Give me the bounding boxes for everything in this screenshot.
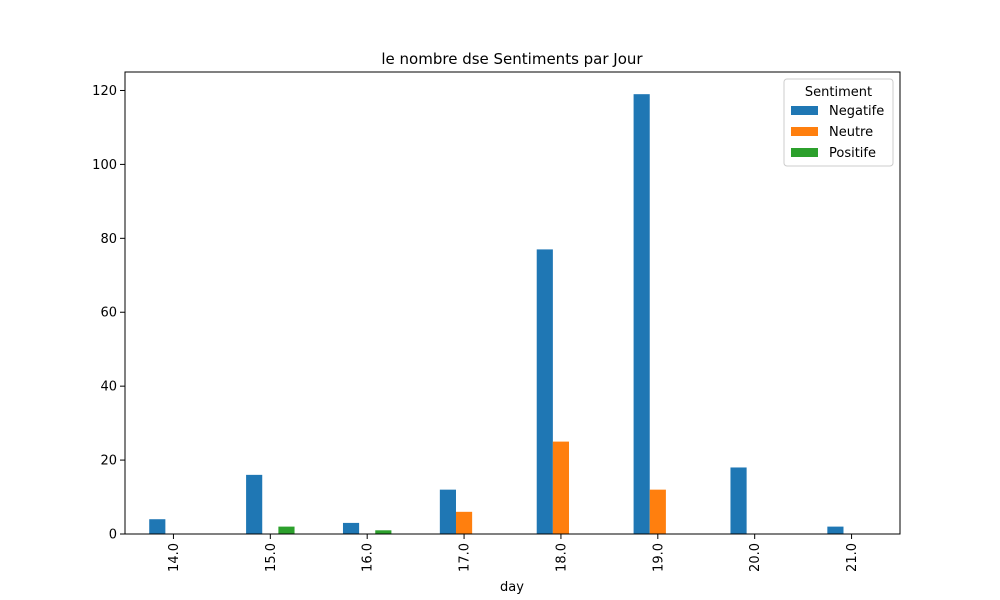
y-tick-label: 100 (92, 158, 117, 173)
y-tick-label: 20 (100, 454, 117, 469)
legend-title: Sentiment (805, 85, 872, 100)
chart-title: le nombre dse Sentiments par Jour (381, 50, 643, 68)
legend-label-positife: Positife (829, 146, 876, 161)
x-tick-label: 18.0 (554, 543, 569, 572)
bar-negatife-21.0 (827, 526, 844, 534)
bar-negatife-19.0 (633, 94, 650, 535)
plot-area: 0 20 40 60 80 100 120 14.0 15.0 16.0 17.0 18.0 19.0 2… (92, 71, 901, 572)
x-tick-label: 19.0 (651, 543, 666, 572)
x-tick-label: 16.0 (361, 543, 376, 572)
legend-label-negatife: Negatife (829, 104, 884, 119)
y-tick-label: 0 (109, 528, 117, 543)
bar-negatife-20.0 (730, 467, 747, 534)
bar-neutre-19.0 (649, 489, 666, 534)
plot-frame (124, 71, 901, 535)
bar-negatife-14.0 (149, 519, 166, 534)
bar-positife-15.0 (278, 526, 295, 534)
x-tick-label: 17.0 (458, 543, 473, 572)
x-tick-label: 21.0 (845, 543, 860, 572)
y-tick-label: 40 (100, 380, 117, 395)
legend-box (783, 78, 894, 167)
x-tick-label: 20.0 (748, 543, 763, 572)
x-axis-label: day (500, 580, 524, 595)
y-tick-label: 80 (100, 232, 117, 247)
legend-swatch-negatife (791, 106, 818, 115)
bar-neutre-18.0 (552, 441, 570, 534)
x-tick-label: 14.0 (167, 543, 182, 572)
y-tick-label: 120 (92, 84, 117, 99)
bar-neutre-17.0 (455, 511, 473, 534)
bar-negatife-16.0 (342, 522, 360, 534)
bar-negatife-15.0 (246, 474, 263, 534)
legend-label-neutre: Neutre (829, 125, 873, 140)
y-tick-label: 60 (100, 306, 117, 321)
bar-negatife-17.0 (439, 489, 456, 534)
bar-positife-16.0 (375, 530, 392, 534)
legend: Sentiment Negatife Neutre Positife (783, 78, 894, 167)
legend-swatch-positife (791, 148, 818, 157)
bar-negatife-18.0 (536, 249, 553, 534)
legend-swatch-neutre (791, 127, 818, 136)
x-tick-label: 15.0 (264, 543, 279, 572)
